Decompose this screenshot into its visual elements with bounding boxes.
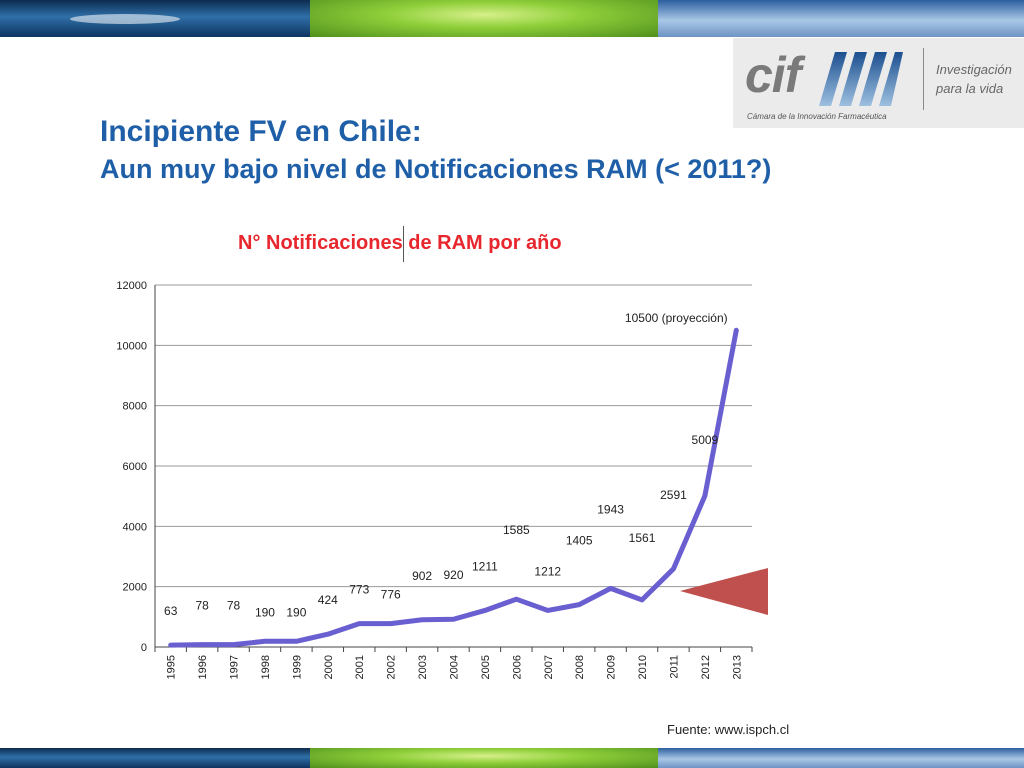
data-point	[262, 639, 267, 644]
x-tick-label: 2003	[417, 655, 429, 679]
data-point	[608, 586, 613, 591]
data-label: 10500 (proyección)	[625, 311, 728, 325]
data-point	[451, 617, 456, 622]
x-tick-label: 2010	[637, 655, 649, 679]
footer-sky-photo	[658, 748, 1024, 768]
header-photo-band	[0, 0, 1024, 37]
data-point	[545, 608, 550, 613]
slide-title-block: Incipiente FV en Chile: Aun muy bajo niv…	[100, 112, 771, 186]
x-tick-label: 2013	[731, 655, 743, 679]
x-tick-label: 1998	[260, 655, 272, 679]
x-tick-label: 2004	[449, 655, 461, 679]
data-point	[671, 566, 676, 571]
data-label: 5009	[692, 433, 719, 447]
x-tick-label: 1996	[197, 655, 209, 679]
data-point	[231, 642, 236, 647]
x-tick-label: 1995	[166, 655, 178, 679]
sky-photo	[658, 0, 1024, 37]
x-tick-label: 2000	[323, 655, 335, 679]
data-label: 1211	[472, 559, 498, 573]
data-label: 902	[412, 569, 432, 583]
y-tick-label: 0	[141, 642, 147, 654]
data-point	[702, 493, 707, 498]
data-label: 63	[164, 604, 178, 618]
y-tick-label: 4000	[123, 521, 147, 533]
data-label: 190	[255, 605, 275, 619]
y-tick-label: 8000	[123, 401, 147, 413]
red-arrow-icon	[680, 568, 768, 615]
cif-logo: cif Investigación para la vida Cámara de…	[733, 38, 1024, 128]
line-chart: 0 2000 4000 6000 8000 10000 12000 1995 1996 1997 1…	[116, 280, 753, 679]
data-point	[294, 639, 299, 644]
data-point	[357, 621, 362, 626]
x-tick-label: 2008	[574, 655, 586, 679]
y-tick-label: 10000	[116, 340, 147, 352]
data-point	[420, 617, 425, 622]
data-label: 776	[381, 588, 401, 602]
logo-divider	[923, 48, 924, 110]
data-point	[325, 632, 330, 637]
logo-tagline-line-2: para la vida	[936, 81, 1004, 96]
x-tick-label: 2005	[480, 655, 492, 679]
x-tick-label: 2009	[606, 655, 618, 679]
x-tick-label: 2011	[668, 655, 680, 679]
logo-tagline: Investigación para la vida	[936, 60, 1012, 98]
x-tick-label: 2002	[386, 655, 398, 679]
data-label: 78	[227, 599, 241, 613]
data-label: 1561	[629, 531, 656, 545]
data-point	[482, 608, 487, 613]
x-tick-label: 2007	[543, 655, 555, 679]
x-tick-label: 1999	[291, 655, 303, 679]
logo-stripes-icon	[819, 52, 903, 106]
data-label: 424	[318, 593, 338, 607]
data-point	[640, 597, 645, 602]
footer-leaf-photo	[310, 748, 658, 768]
data-point	[168, 643, 173, 648]
x-tick-label: 2012	[700, 655, 712, 679]
data-label: 773	[349, 583, 369, 597]
footer-water-photo	[0, 748, 310, 768]
x-tick-label: 1997	[229, 655, 241, 679]
y-tick-label: 2000	[123, 582, 147, 594]
data-label: 1585	[503, 523, 530, 537]
logo-wordmark: cif	[745, 47, 801, 103]
source-note: Fuente: www.ispch.cl	[667, 722, 790, 737]
data-label: 1943	[597, 502, 624, 516]
slide-title: Incipiente FV en Chile:	[100, 115, 422, 148]
data-label: 78	[195, 599, 209, 613]
x-tick-label: 2001	[354, 655, 366, 679]
footer-photo-band	[0, 748, 1024, 768]
x-tick-label: 2006	[511, 655, 523, 679]
text-cursor	[403, 226, 404, 262]
data-point	[388, 621, 393, 626]
water-photo	[0, 0, 310, 37]
slide-subtitle: Aun muy bajo nivel de Notificaciones RAM…	[100, 154, 772, 184]
chart-title: N° Notificaciones de RAM por año	[238, 232, 562, 254]
leaf-photo	[310, 0, 658, 37]
logo-tagline-line-1: Investigación	[936, 62, 1012, 77]
data-label: 1212	[534, 564, 561, 578]
data-point	[200, 642, 205, 647]
data-label: 190	[286, 605, 306, 619]
data-point	[734, 328, 739, 333]
y-tick-label: 12000	[116, 280, 147, 292]
logo-subtitle: Cámara de la Innovación Farmacéutica	[747, 112, 887, 121]
data-label: 920	[443, 568, 463, 582]
data-point	[514, 597, 519, 602]
y-tick-label: 6000	[123, 461, 147, 473]
series-line	[168, 327, 739, 648]
data-label: 1405	[566, 534, 593, 548]
data-point	[577, 602, 582, 607]
data-label: 2591	[660, 488, 687, 502]
